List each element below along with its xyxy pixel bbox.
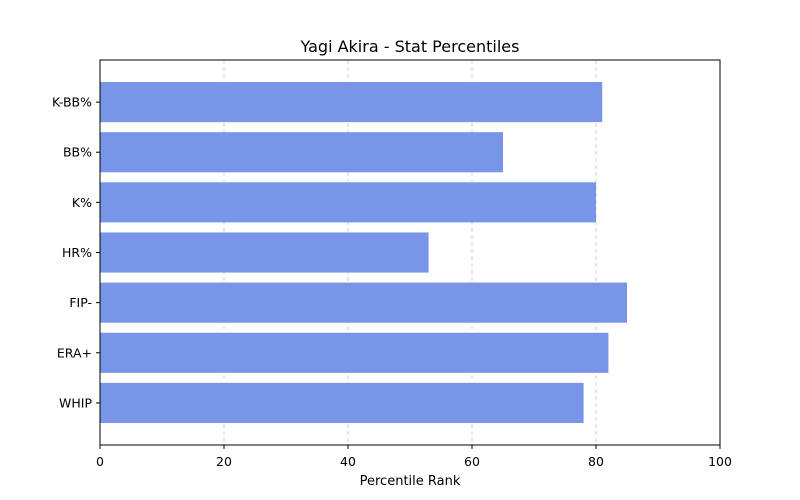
y-tick-label: K-BB% — [52, 95, 92, 110]
bar-era — [100, 332, 609, 373]
y-tick-label: ERA+ — [57, 345, 92, 360]
y-tick-label: HR% — [62, 245, 92, 260]
y-tick-label: K% — [72, 195, 92, 210]
x-axis-ticks: 0 20 40 60 80 100 — [96, 445, 732, 469]
y-tick-label: WHIP — [59, 395, 92, 410]
bar-k — [100, 182, 596, 223]
x-tick-label: 80 — [588, 454, 604, 469]
bar-hr — [100, 232, 429, 273]
x-tick-label: 20 — [216, 454, 232, 469]
y-tick-label: FIP- — [69, 295, 92, 310]
bar-whip — [100, 382, 584, 423]
chart-title: Yagi Akira - Stat Percentiles — [300, 37, 520, 56]
x-tick-label: 40 — [340, 454, 356, 469]
y-tick-label: BB% — [63, 145, 92, 160]
y-axis-ticks: WHIP ERA+ FIP- HR% K% BB% K-BB% — [52, 95, 100, 410]
bar-bb — [100, 132, 503, 173]
bar-fip — [100, 282, 627, 323]
x-tick-label: 100 — [708, 454, 732, 469]
x-axis-label: Percentile Rank — [360, 474, 461, 489]
bars — [100, 82, 627, 423]
bar-k-bb — [100, 82, 603, 123]
x-tick-label: 0 — [96, 454, 104, 469]
x-tick-label: 60 — [464, 454, 480, 469]
